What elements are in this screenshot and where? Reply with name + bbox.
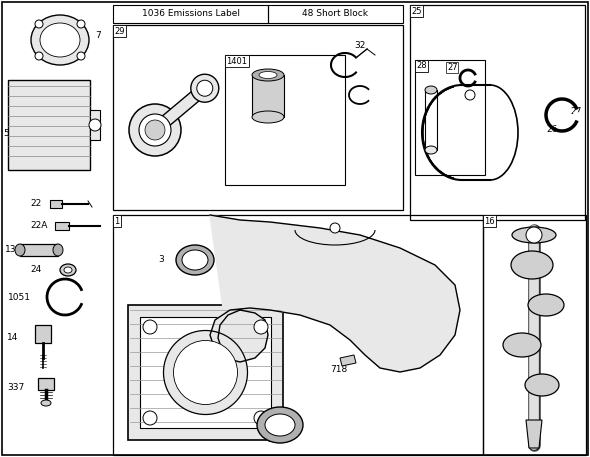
Bar (38, 378, 54, 390)
Circle shape (89, 119, 101, 131)
Text: 22A: 22A (30, 222, 47, 230)
Text: 1036 Emissions Label: 1036 Emissions Label (142, 10, 240, 18)
Circle shape (330, 223, 340, 233)
Text: 337: 337 (7, 383, 24, 393)
Bar (35, 325, 51, 343)
Ellipse shape (425, 86, 437, 94)
Circle shape (526, 227, 542, 243)
Text: 7: 7 (95, 31, 101, 39)
Text: 718: 718 (330, 366, 348, 374)
Bar (113, 25, 403, 210)
Bar (415, 60, 485, 175)
Text: 5: 5 (3, 128, 9, 138)
Text: 1051: 1051 (8, 292, 31, 302)
Bar (50, 200, 62, 208)
Bar (8, 80, 90, 170)
Text: 20: 20 (267, 436, 278, 445)
Bar (483, 215, 586, 455)
Bar (140, 317, 271, 428)
Circle shape (143, 320, 157, 334)
Circle shape (35, 20, 43, 28)
Bar (113, 5, 268, 23)
Ellipse shape (176, 245, 214, 275)
Text: 48 Short Block: 48 Short Block (303, 10, 369, 18)
Polygon shape (151, 84, 209, 135)
Text: 24: 24 (30, 266, 41, 275)
Text: 22: 22 (30, 200, 41, 208)
Ellipse shape (252, 69, 284, 81)
Bar (268, 5, 403, 23)
Circle shape (197, 80, 213, 96)
Circle shape (139, 114, 171, 146)
Bar (252, 75, 284, 117)
Text: 26: 26 (546, 126, 558, 134)
Circle shape (143, 411, 157, 425)
Ellipse shape (525, 374, 559, 396)
Circle shape (163, 330, 247, 414)
Bar (90, 110, 100, 140)
Text: 3: 3 (158, 255, 164, 265)
Ellipse shape (60, 264, 76, 276)
Ellipse shape (503, 333, 541, 357)
Circle shape (254, 411, 268, 425)
Ellipse shape (53, 244, 63, 256)
Polygon shape (340, 355, 356, 366)
Text: 29: 29 (114, 27, 125, 36)
Text: 27: 27 (570, 107, 581, 117)
Bar (55, 222, 69, 230)
Ellipse shape (512, 227, 556, 243)
Bar (410, 5, 585, 220)
Text: 16: 16 (484, 217, 495, 225)
Text: 25: 25 (411, 6, 422, 16)
Text: 28: 28 (417, 62, 427, 70)
Polygon shape (526, 420, 542, 448)
Ellipse shape (182, 250, 208, 270)
Ellipse shape (31, 15, 89, 65)
Polygon shape (210, 215, 460, 372)
Circle shape (191, 74, 219, 102)
Bar (20, 244, 58, 256)
Circle shape (129, 104, 181, 156)
Bar (225, 55, 345, 185)
Circle shape (173, 340, 238, 404)
Text: 14: 14 (7, 333, 18, 341)
Ellipse shape (40, 23, 80, 57)
Circle shape (254, 320, 268, 334)
Bar (128, 305, 283, 440)
Text: 1401: 1401 (227, 57, 247, 65)
Circle shape (77, 52, 85, 60)
Ellipse shape (257, 407, 303, 443)
Circle shape (465, 90, 475, 100)
Circle shape (77, 20, 85, 28)
Text: 27: 27 (447, 63, 458, 72)
Circle shape (145, 120, 165, 140)
Ellipse shape (64, 267, 72, 273)
Text: 13: 13 (5, 245, 17, 255)
Circle shape (35, 52, 43, 60)
Ellipse shape (41, 400, 51, 406)
Ellipse shape (259, 71, 277, 79)
Ellipse shape (528, 294, 564, 316)
Ellipse shape (425, 146, 437, 154)
Ellipse shape (252, 111, 284, 123)
Ellipse shape (265, 414, 295, 436)
Text: 32: 32 (354, 41, 365, 49)
Bar (113, 215, 483, 455)
Text: 1: 1 (114, 217, 120, 225)
Bar (425, 90, 437, 150)
Text: eReplacementParts.com: eReplacementParts.com (219, 303, 371, 317)
Ellipse shape (511, 251, 553, 279)
Ellipse shape (15, 244, 25, 256)
